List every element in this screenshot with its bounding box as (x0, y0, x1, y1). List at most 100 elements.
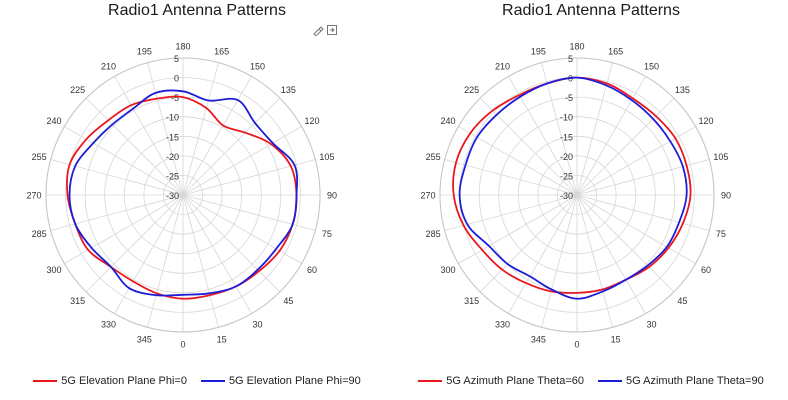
legend-item: 5G Azimuth Plane Theta=60 (418, 375, 584, 387)
grid-spoke (444, 159, 578, 196)
grid-spoke (576, 194, 613, 328)
grid-spoke (444, 194, 578, 231)
r-tick-label: 5 (568, 54, 573, 64)
theta-tick-label: 300 (46, 265, 61, 275)
theta-tick-label: 45 (677, 296, 687, 306)
theta-tick-label: 300 (440, 265, 455, 275)
grid-spoke (576, 97, 675, 196)
grid-ring (162, 174, 203, 215)
r-tick-label: -10 (166, 113, 179, 123)
grid-spoke (147, 194, 184, 328)
legend-item: 5G Azimuth Plane Theta=90 (598, 375, 764, 387)
theta-tick-label: 180 (175, 42, 190, 52)
polar-grid (45, 57, 321, 333)
grid-spoke (458, 126, 578, 196)
grid-spoke (576, 194, 710, 231)
theta-tick-label: 30 (252, 320, 262, 330)
polar-chart-left: Radio1 Antenna Patterns -30 -25 -20 -15 -10-… (26, 2, 361, 387)
r-tick-label: 5 (174, 54, 179, 64)
legend-label: 5G Azimuth Plane Theta=90 (626, 375, 764, 387)
theta-tick-label: 210 (495, 62, 510, 72)
grid-spoke (576, 62, 613, 196)
theta-tick-label: 210 (101, 62, 116, 72)
theta-tick-label: 30 (646, 320, 656, 330)
grid-spoke (50, 194, 184, 231)
r-tick-label: -25 (560, 171, 573, 181)
theta-tick-label: 120 (304, 116, 319, 126)
theta-tick-label: 120 (698, 116, 713, 126)
theta-tick-label: 150 (250, 62, 265, 72)
theta-tick-label: 105 (713, 152, 728, 162)
grid-spoke (182, 194, 302, 264)
r-tick-label: -10 (560, 113, 573, 123)
theta-tick-label: 195 (531, 47, 546, 57)
polar-plot-area: -30-25-20-15-10-505015304560759010512013… (420, 42, 731, 350)
r-tick-label: -5 (565, 93, 573, 103)
theta-tick-label: 165 (608, 47, 623, 57)
legend-swatch (200, 380, 225, 382)
r-tick-label: 0 (174, 74, 179, 84)
legend-item: 5G Elevation Plane Phi=0 (33, 375, 187, 387)
legend: 5G Azimuth Plane Theta=60 5G Azimuth Pla… (394, 375, 788, 387)
theta-tick-label: 75 (322, 229, 332, 239)
r-tick-label: -5 (171, 93, 179, 103)
theta-tick-label: 135 (281, 85, 296, 95)
r-tick-label: -25 (166, 171, 179, 181)
grid-spoke (64, 126, 184, 196)
theta-tick-label: 90 (721, 191, 731, 201)
grid-spoke (541, 194, 578, 328)
grid-ring (143, 155, 223, 235)
grid-spoke (85, 194, 184, 293)
theta-tick-label: 90 (327, 191, 337, 201)
theta-tick-label: 0 (180, 340, 185, 350)
grid-spoke (182, 194, 281, 293)
theta-tick-label: 330 (101, 320, 116, 330)
chart-title: Radio1 Antenna Patterns (502, 2, 680, 19)
legend-swatch (418, 380, 443, 382)
r-tick-label: -30 (560, 191, 573, 201)
grid-spoke (182, 194, 219, 328)
theta-tick-label: 315 (70, 296, 85, 306)
grid-spoke (458, 194, 578, 264)
theta-tick-label: 330 (495, 320, 510, 330)
theta-tick-label: 15 (611, 334, 621, 344)
r-tick-label: -20 (166, 152, 179, 162)
theta-tick-label: 15 (217, 334, 227, 344)
grid-spoke (576, 194, 696, 264)
grid-spoke (576, 76, 646, 196)
theta-tick-label: 150 (644, 62, 659, 72)
theta-tick-label: 135 (675, 85, 690, 95)
grid-spoke (85, 97, 184, 196)
grid-spoke (576, 194, 646, 314)
grid-spoke (541, 62, 578, 196)
theta-tick-label: 75 (716, 229, 726, 239)
theta-tick-label: 240 (46, 116, 61, 126)
polar-outer-ring (439, 57, 715, 333)
theta-tick-label: 165 (214, 47, 229, 57)
export-icon[interactable] (326, 24, 338, 36)
brush-icon[interactable] (312, 24, 324, 36)
theta-tick-label: 345 (531, 334, 546, 344)
legend-swatch (598, 380, 622, 382)
grid-ring (537, 155, 617, 235)
grid-spoke (576, 194, 675, 293)
grid-ring (556, 174, 597, 215)
theta-tick-label: 270 (420, 191, 435, 201)
r-tick-label: -20 (560, 152, 573, 162)
theta-tick-label: 60 (307, 265, 317, 275)
theta-tick-label: 345 (137, 334, 152, 344)
legend-label: 5G Azimuth Plane Theta=60 (446, 375, 584, 387)
theta-tick-label: 270 (26, 191, 41, 201)
legend-label: 5G Elevation Plane Phi=0 (61, 375, 187, 387)
polar-grid (439, 57, 715, 333)
polar-plot-area: -30-25-20-15-10-505015304560759010512013… (26, 42, 337, 350)
grid-spoke (182, 97, 281, 196)
grid-spoke (50, 159, 184, 196)
theta-tick-label: 285 (32, 229, 47, 239)
grid-spoke (182, 126, 302, 196)
theta-tick-label: 315 (464, 296, 479, 306)
polar-outer-ring (45, 57, 321, 333)
grid-ring (517, 135, 637, 255)
legend-label: 5G Elevation Plane Phi=90 (228, 375, 361, 387)
legend-item: 5G Elevation Plane Phi=90 (200, 375, 361, 387)
